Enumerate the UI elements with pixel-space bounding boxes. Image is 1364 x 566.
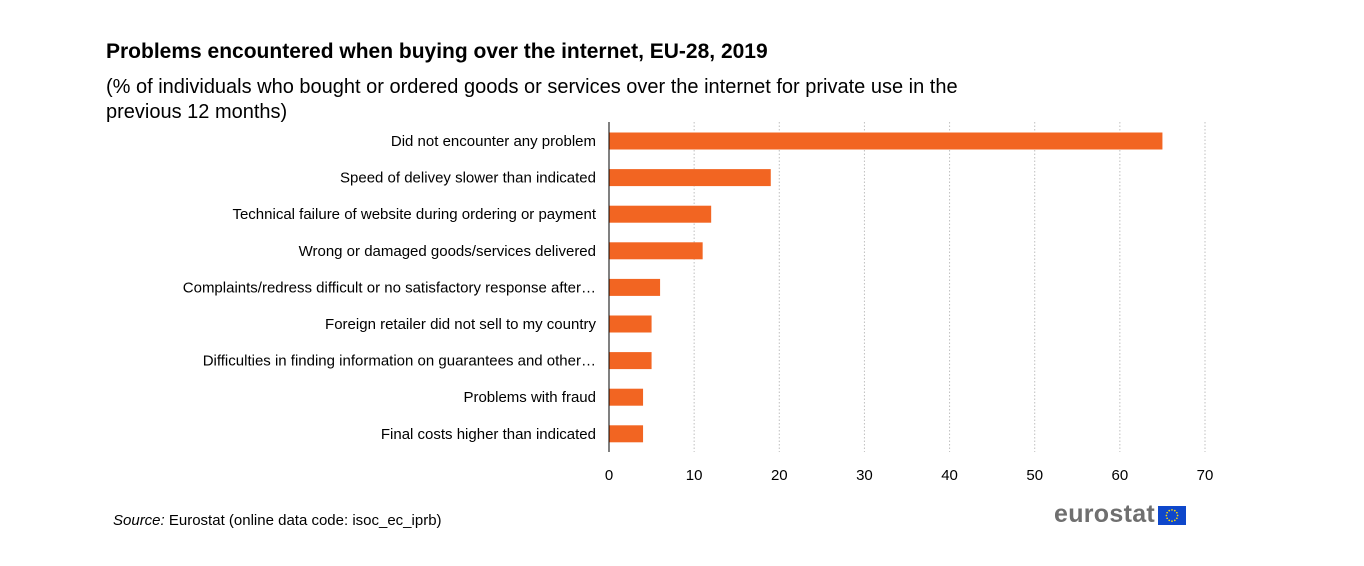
x-tick-label: 20 (771, 467, 788, 484)
flag-star (1176, 511, 1178, 514)
flag-star (1176, 514, 1179, 517)
flag-star (1168, 519, 1171, 522)
x-tick-label: 60 (1112, 467, 1129, 484)
eurostat-logo: eurostat (1054, 500, 1187, 529)
flag-star (1171, 520, 1173, 522)
bar (609, 132, 1163, 150)
bar (609, 242, 703, 260)
category-label: Speed of delivey slower than indicated (340, 170, 596, 187)
category-label: Wrong or damaged goods/services delivere… (299, 243, 596, 260)
x-tick-label: 50 (1026, 467, 1043, 484)
category-label: Final costs higher than indicated (381, 426, 596, 443)
source-note: Source: Eurostat (online data code: isoc… (113, 512, 442, 529)
x-tick-label: 0 (605, 467, 613, 484)
chart-title: Problems encountered when buying over th… (106, 40, 768, 63)
bar (609, 278, 661, 296)
bar (609, 425, 644, 443)
bar (609, 205, 712, 223)
category-label: Complaints/redress difficult or no satis… (183, 279, 596, 296)
chart-subtitle: (% of individuals who bought or ordered … (106, 76, 958, 123)
bar (609, 315, 652, 333)
x-tick-label: 40 (941, 467, 958, 484)
bar (609, 352, 652, 370)
flag-star (1171, 509, 1173, 511)
bar (609, 388, 644, 406)
source-text: Eurostat (online data code: isoc_ec_iprb… (164, 512, 442, 529)
logo-text: eurostat (1054, 500, 1156, 528)
bar (609, 169, 771, 187)
x-tick-label: 30 (856, 467, 873, 484)
category-label: Problems with fraud (463, 389, 596, 406)
category-label: Did not encounter any problem (391, 133, 596, 150)
flag-star (1173, 509, 1176, 512)
category-label: Foreign retailer did not sell to my coun… (325, 316, 596, 333)
category-label: Technical failure of website during orde… (232, 206, 596, 223)
source-label: Source: (113, 512, 165, 529)
x-tick-label: 10 (686, 467, 703, 484)
flag-star (1168, 509, 1171, 512)
flag-star (1165, 514, 1168, 517)
flag-star (1166, 511, 1169, 514)
eu-flag-icon (1158, 506, 1187, 525)
x-tick-label: 70 (1197, 467, 1214, 484)
flag-star (1173, 519, 1176, 522)
flag-star (1176, 517, 1178, 520)
flag-star (1166, 517, 1169, 520)
category-label: Difficulties in finding information on g… (203, 353, 596, 370)
